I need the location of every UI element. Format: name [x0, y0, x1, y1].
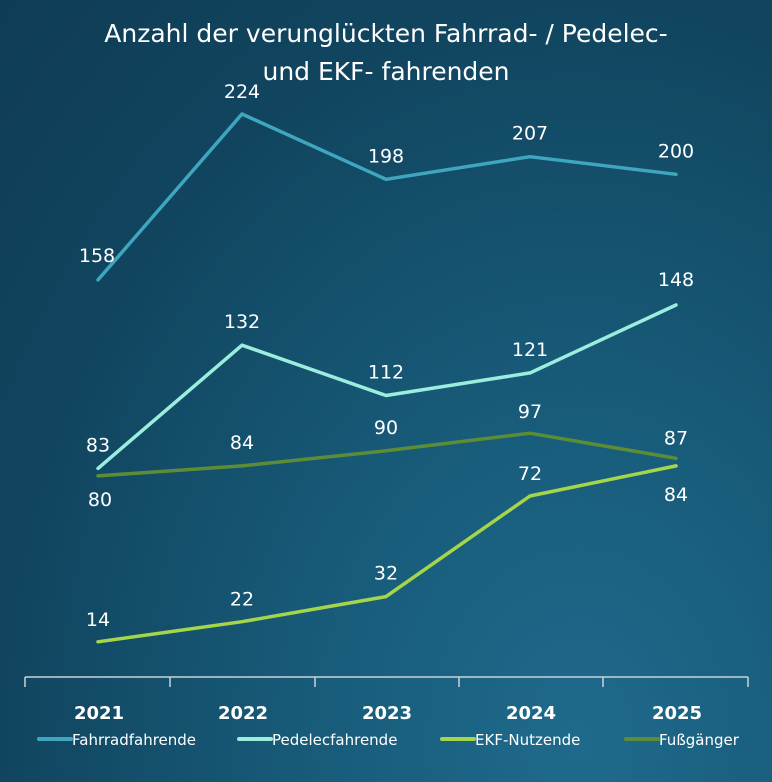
data-label: 207 — [512, 123, 548, 145]
x-tick-label: 2024 — [506, 703, 556, 724]
legend: Fahrradfahrende Pedelecfahrende EKF-Nutzen… — [37, 731, 740, 749]
data-label: 200 — [658, 140, 694, 162]
data-label: 121 — [512, 339, 548, 361]
x-axis: 2021 2022 2023 2024 2025 — [24, 676, 749, 724]
data-label: 90 — [374, 417, 398, 439]
data-label: 132 — [224, 311, 260, 333]
data-label: 112 — [368, 362, 404, 384]
data-labels: 158 224 198 207 200 83 132 112 121 148 14 22 32 72 84 8… — [79, 81, 694, 631]
series-line-4 — [96, 431, 678, 478]
series-line-2 — [96, 303, 678, 471]
x-tick-label: 2022 — [218, 703, 268, 724]
data-label: 97 — [518, 401, 542, 423]
series-line-1 — [96, 112, 678, 282]
data-label: 14 — [86, 609, 110, 631]
data-label: 198 — [368, 145, 404, 167]
data-label: 148 — [658, 269, 694, 291]
series-lines — [96, 112, 678, 644]
legend-label: Fahrradfahrende — [72, 731, 196, 749]
data-label: 87 — [664, 427, 688, 449]
data-label: 83 — [86, 434, 110, 456]
legend-label: EKF-Nutzende — [475, 731, 580, 749]
chart-title-line-1: Anzahl der verunglückten Fahrrad- / Pede… — [104, 19, 667, 48]
series-line-3 — [96, 464, 678, 644]
data-label: 22 — [230, 589, 254, 611]
data-label: 32 — [374, 563, 398, 585]
data-label: 84 — [664, 484, 688, 506]
x-tick-label: 2025 — [652, 703, 702, 724]
x-tick-label: 2021 — [74, 703, 124, 724]
data-label: 84 — [230, 432, 254, 454]
legend-label: Pedelecfahrende — [272, 731, 397, 749]
data-label: 224 — [224, 81, 260, 103]
chart-title-line-2: und EKF- fahrenden — [262, 57, 509, 86]
data-label: 72 — [518, 463, 542, 485]
x-tick-label: 2023 — [362, 703, 412, 724]
legend-label: Fußgänger — [659, 731, 740, 749]
data-label: 80 — [88, 489, 112, 511]
data-label: 158 — [79, 245, 115, 267]
